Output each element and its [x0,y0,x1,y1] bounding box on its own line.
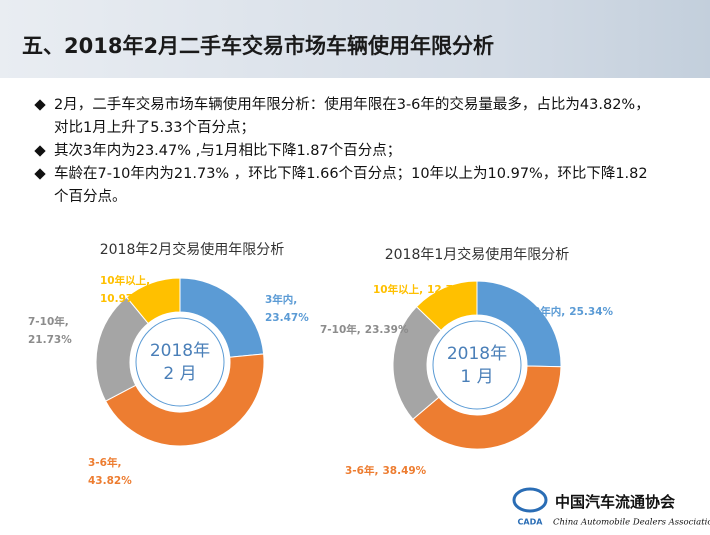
slice-value-label: 21.73% [28,334,72,346]
center-circle [432,320,522,410]
center-label: 2018年 [447,344,507,364]
slide-title: 五、2018年2月二手车交易市场车辆使用年限分析 [22,34,495,58]
slice-value-label: 23.39% [365,324,409,336]
slice-category-label: 10年以上, [100,274,150,287]
slice-value-label: 23.47% [265,312,309,324]
logo: CADA 中国汽车流通协会 China Automobile Dealers A… [512,487,710,528]
donut-slice [415,280,478,331]
chart-title: 2018年1月交易使用年限分析 [385,246,570,263]
chart-title: 2018年2月交易使用年限分析 [100,241,285,258]
slice-value-label: 10.97% [100,293,144,305]
center-label: 1 月 [460,367,493,387]
logo-english: China Automobile Dealers Association [553,518,710,528]
center-label: 2018年 [150,341,210,361]
logo-name: 中国汽车流通协会 [555,493,675,511]
header-banner [0,0,710,78]
slice-category-label: 3-6年, [88,456,121,469]
slice-value-label: 25.34% [569,306,613,318]
donut-slice [412,365,562,450]
logo-abbr: CADA [518,518,544,527]
bullet: 车龄在7-10年内为21.73% ，环比下降1.66个百分点；10年以上为10.… [34,163,654,209]
bullet: 2月，二手车交易市场车辆使用年限分析：使用年限在3-6年的交易量最多，占比为43… [34,94,654,140]
donut-slice [104,353,265,447]
slice-category-label: 3-6年, [345,464,378,477]
slice-category-label: 7-10年, [320,323,361,336]
slice-value-label: 38.49% [382,465,426,477]
center-circle [135,317,225,407]
logo-mark [512,487,548,513]
slice-category-label: 7-10年, [28,315,69,328]
slice-category-label: 10年以上, [373,283,423,296]
donut-slice [125,277,181,325]
slice-category-label: 3年内, [265,293,297,306]
slice-value-label: 43.82% [88,475,132,487]
slice-category-label: 3年内, [533,305,565,318]
bullet-list: 2月，二手车交易市场车辆使用年限分析：使用年限在3-6年的交易量最多，占比为43… [34,94,654,209]
bullet: 其次3年内为23.47% ,与1月相比下降1.87个百分点； [34,140,654,163]
slice-value-label: 12.79% [427,284,471,296]
center-label: 2 月 [163,364,196,384]
